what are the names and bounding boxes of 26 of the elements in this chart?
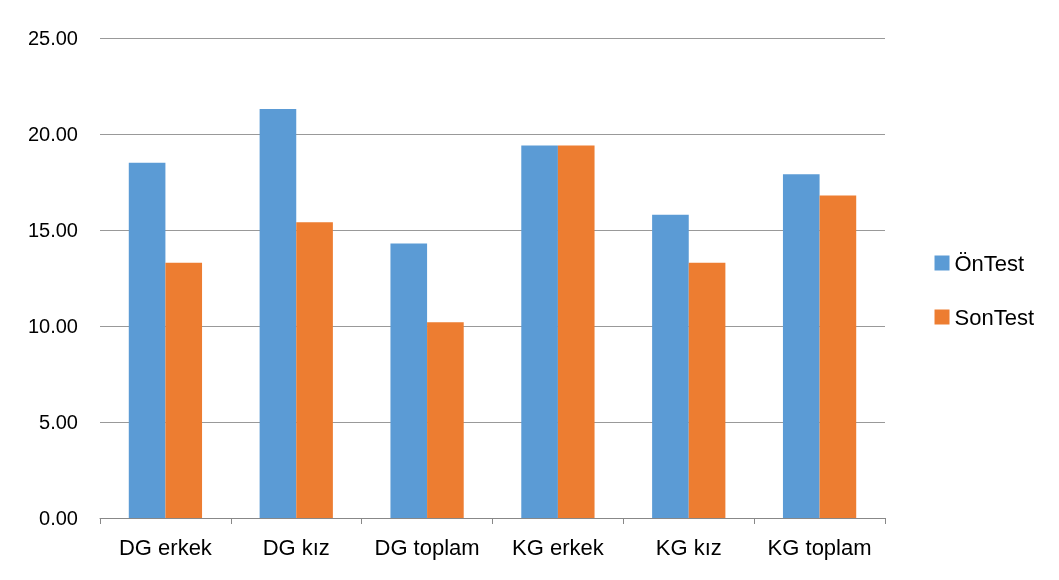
bar	[390, 243, 428, 518]
y-tick-label: 15.00	[27, 219, 78, 241]
bar	[652, 214, 689, 518]
bar	[521, 145, 558, 518]
y-tick-label: 25.00	[27, 27, 78, 49]
bar	[557, 145, 595, 518]
legend-label: SonTest	[954, 304, 1035, 330]
x-tick-label: KG erkek	[512, 534, 605, 560]
y-tick-label: 20.00	[27, 123, 78, 145]
y-tick-label: 10.00	[27, 315, 78, 337]
bar	[296, 222, 333, 518]
bar	[427, 322, 464, 518]
x-tick-label: KG kız	[655, 534, 722, 560]
bar	[165, 262, 203, 518]
bar	[128, 162, 166, 518]
bar	[782, 174, 820, 518]
x-tick-label: KG toplam	[767, 534, 872, 560]
bar	[819, 195, 857, 518]
y-tick-label: 0.00	[39, 507, 78, 529]
x-tick-label: DG kız	[262, 534, 330, 560]
bar	[688, 262, 726, 518]
y-tick-label: 5.00	[39, 411, 78, 433]
bar	[259, 109, 297, 518]
x-tick-label: DG toplam	[374, 534, 480, 560]
legend-label: ÖnTest	[954, 250, 1025, 276]
x-tick-label: DG erkek	[118, 534, 213, 560]
